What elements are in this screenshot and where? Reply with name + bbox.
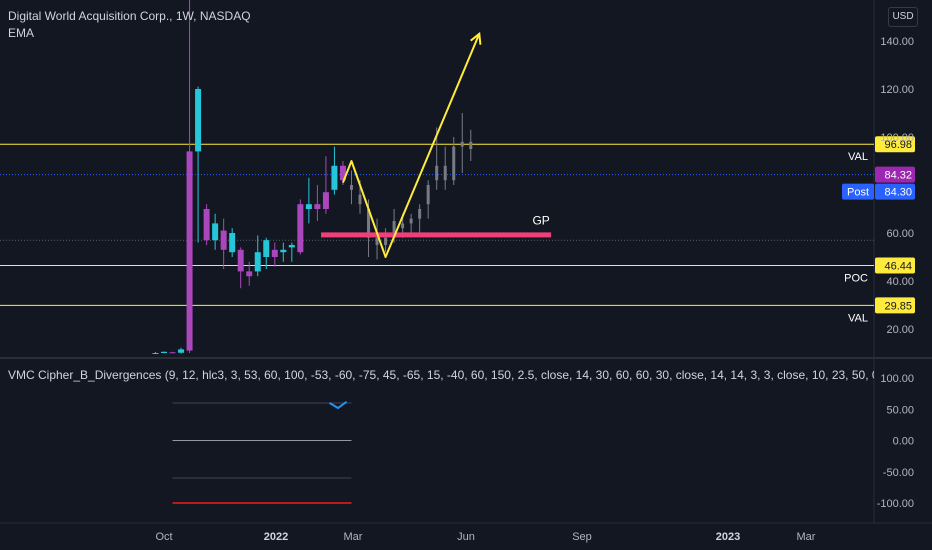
price-axis[interactable]: 96.98 46.44 29.85 140.00 120.00 100.00 60.00 40… (842, 36, 915, 336)
last-price-label: 84.32 (884, 170, 912, 182)
symbol-title: Digital World Acquisition Corp., 1W, NAS… (8, 9, 251, 23)
candle-body (314, 204, 321, 209)
indicator-tick-label: 100.00 (880, 373, 914, 385)
gp-zone-bar (321, 232, 552, 238)
indicator-tick-label: 50.00 (886, 404, 914, 416)
indicator-wave-line (329, 400, 348, 410)
projection-path (342, 33, 481, 258)
time-tick-label: Jun (457, 531, 475, 543)
candles-layer (152, 0, 473, 354)
level-price-label: 46.44 (884, 261, 912, 273)
price-tick-label: 20.00 (886, 324, 914, 336)
price-tick-label: 60.00 (886, 228, 914, 240)
last-price-badge (875, 166, 915, 183)
candle-body (297, 204, 304, 253)
time-tick-label: Oct (155, 531, 172, 543)
time-tick-label: Mar (797, 531, 816, 543)
overlay-layer: GP (321, 31, 552, 258)
indicator-legend-ema[interactable]: EMA (8, 26, 35, 40)
level-price-label: 29.85 (884, 300, 912, 312)
time-tick-label: 2022 (264, 531, 288, 543)
currency-button[interactable]: USD (888, 7, 918, 27)
candle-body (203, 209, 210, 241)
projection-arrow-head (470, 31, 482, 45)
price-tick-label: 40.00 (886, 276, 914, 288)
candle-body (161, 351, 167, 353)
candle-body (254, 252, 261, 272)
level-name-val: VAL (848, 312, 868, 324)
time-tick-label: Sep (572, 531, 592, 543)
level-price-badge (875, 297, 915, 314)
time-tick-label: 2023 (716, 531, 740, 543)
level-name-val: VAL (848, 151, 868, 163)
candle-body (229, 233, 236, 253)
candle-body (212, 223, 219, 241)
candle-body (237, 249, 244, 272)
candle-body (339, 165, 346, 181)
level-price-badge (875, 257, 915, 274)
candle-body (186, 151, 193, 351)
candle-body (152, 353, 159, 354)
level-price-badge (875, 136, 915, 153)
price-tick-label: 100.00 (880, 132, 914, 144)
indicator-pane: 100.00 50.00 0.00 -50.00 -100.00 (172, 373, 914, 510)
level-name-poc: POC (844, 273, 868, 285)
candle-body (305, 204, 312, 209)
candle-body (331, 165, 338, 190)
candle-body (246, 271, 253, 277)
level-price-label: 96.98 (884, 139, 912, 151)
post-price-label: 84.30 (884, 187, 912, 199)
candle-body (271, 249, 278, 257)
gp-zone-label: GP (532, 213, 549, 227)
indicator-legend-vmc[interactable]: VMC Cipher_B_Divergences (9, 12, hlc3, 3… (8, 368, 874, 382)
post-market-tag (842, 183, 874, 200)
candle-body (220, 230, 227, 250)
post-price-badge (875, 183, 915, 200)
time-axis[interactable]: Oct 2022 Mar Jun Sep 2023 Mar (155, 531, 815, 543)
candle-body (280, 249, 287, 253)
indicator-tick-label: -100.00 (877, 498, 914, 510)
candle-body (322, 192, 329, 209)
candle-body (178, 349, 185, 353)
levels-layer: VAL POC VAL (0, 0, 932, 524)
candle-body (263, 240, 270, 257)
price-tick-label: 120.00 (880, 84, 914, 96)
candle-body (195, 89, 202, 152)
post-market-name: Post (847, 187, 869, 199)
indicator-tick-label: -50.00 (883, 467, 914, 479)
indicator-tick-label: 0.00 (893, 436, 914, 448)
candle-body (288, 245, 295, 248)
time-tick-label: Mar (344, 531, 363, 543)
price-tick-label: 140.00 (880, 36, 914, 48)
candle-body (169, 352, 176, 354)
